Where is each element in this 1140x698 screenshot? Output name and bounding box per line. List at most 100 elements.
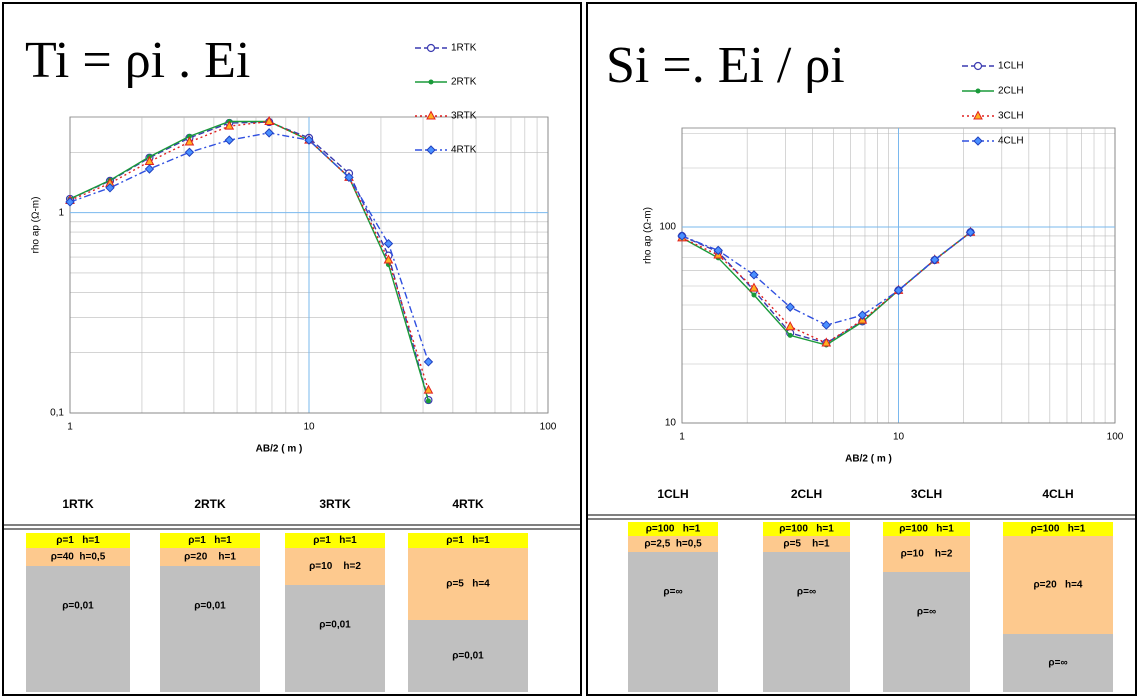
legend-marker (973, 61, 983, 71)
layer-label: ρ=∞ (917, 607, 936, 618)
layer-label: ρ=5 h=1 (783, 539, 830, 550)
layer-label: ρ=100 h=1 (899, 524, 954, 535)
layer-label: ρ=0,01 (452, 651, 484, 662)
data-point (677, 231, 687, 241)
formula: Si =. Ei / ρi (606, 37, 845, 94)
legend-marker (428, 79, 434, 85)
legend-label: 1RTK (451, 43, 477, 54)
x-axis-label: AB/2 ( m ) (256, 444, 303, 455)
data-point (787, 332, 793, 338)
data-point (893, 285, 904, 296)
legend-label: 2RTK (451, 77, 477, 88)
layer-label: ρ=20 h=1 (184, 552, 236, 563)
layer-label: ρ=0,01 (194, 601, 226, 612)
data-point (105, 183, 115, 193)
layer-label: ρ=5 h=4 (446, 579, 490, 590)
data-point (749, 282, 759, 292)
data-point (965, 227, 976, 237)
legend-label: 2CLH (998, 86, 1024, 97)
series-line (69, 132, 430, 363)
data-point (423, 384, 434, 394)
layer (408, 620, 528, 692)
layer (763, 536, 850, 552)
data-point (821, 337, 832, 347)
layer-label: ρ=10 h=2 (901, 549, 953, 560)
data-point (821, 320, 832, 330)
y-tick-label: 0,1 (50, 408, 64, 419)
layer-label: ρ=∞ (663, 587, 682, 598)
legend-label: 4RTK (451, 145, 477, 156)
data-point (304, 135, 314, 145)
layer (628, 522, 718, 536)
legend-marker (973, 110, 983, 120)
x-tick-label: 1 (67, 422, 73, 433)
layer (1003, 536, 1113, 634)
legend-label: 3RTK (451, 111, 477, 122)
data-point (224, 120, 235, 130)
model-name: 1RTK (62, 497, 94, 511)
layer (763, 552, 850, 692)
data-point (184, 136, 195, 146)
data-point (930, 255, 940, 265)
panel-border (2, 2, 582, 696)
layer-label: ρ=1 h=1 (188, 535, 232, 546)
layer (883, 536, 970, 572)
layer (763, 522, 850, 536)
layer-label: ρ=0,01 (319, 620, 351, 631)
data-point (713, 245, 723, 256)
model-name: 2RTK (194, 497, 226, 511)
layer (285, 585, 385, 692)
layer (883, 522, 970, 536)
x-tick-label: 10 (893, 432, 905, 443)
data-point (184, 147, 195, 157)
layer (408, 548, 528, 620)
data-point (383, 238, 394, 249)
x-tick-label: 100 (1107, 432, 1124, 443)
data-point (749, 270, 759, 280)
y-tick-label: 100 (659, 222, 676, 233)
data-point (224, 135, 235, 145)
layer (285, 548, 385, 585)
layer (160, 548, 260, 566)
model-name: 1CLH (657, 487, 688, 501)
layer-label: ρ=2,5 h=0,5 (644, 539, 702, 550)
layer (628, 536, 718, 552)
data-point (264, 115, 274, 125)
layer-label: ρ=∞ (1048, 658, 1067, 669)
data-point (423, 357, 434, 367)
layer-label: ρ=40 h=0,5 (51, 552, 106, 563)
y-axis-label: rho ap (Ω-m) (643, 207, 654, 264)
layer-label: ρ=100 h=1 (779, 524, 834, 535)
x-axis-label: AB/2 ( m ) (845, 454, 892, 465)
data-point (344, 172, 354, 183)
layer-label: ρ=∞ (797, 587, 816, 598)
data-point (383, 254, 394, 264)
y-tick-label: 10 (665, 418, 677, 429)
legend-marker (975, 88, 981, 94)
layer (160, 566, 260, 692)
layer-label: ρ=100 h=1 (1031, 524, 1086, 535)
legend-marker (426, 145, 436, 155)
data-point (785, 321, 796, 331)
data-point (65, 197, 75, 207)
layer (1003, 522, 1113, 536)
legend-marker (973, 136, 983, 146)
legend-label: 3CLH (998, 111, 1024, 122)
layer (26, 533, 130, 548)
data-point (144, 164, 155, 174)
layer-label: ρ=1 h=1 (56, 535, 100, 546)
layer (628, 552, 718, 692)
legend-marker (426, 43, 436, 53)
layer-label: ρ=100 h=1 (646, 524, 701, 535)
data-point (425, 398, 431, 404)
layer (408, 533, 528, 548)
layer (285, 533, 385, 548)
layer (26, 566, 130, 692)
layer-label: ρ=10 h=2 (309, 561, 361, 572)
y-tick-label: 1 (58, 207, 64, 218)
data-point (857, 310, 868, 320)
x-tick-label: 100 (540, 422, 557, 433)
x-tick-label: 1 (679, 432, 685, 443)
series-line (69, 120, 430, 391)
